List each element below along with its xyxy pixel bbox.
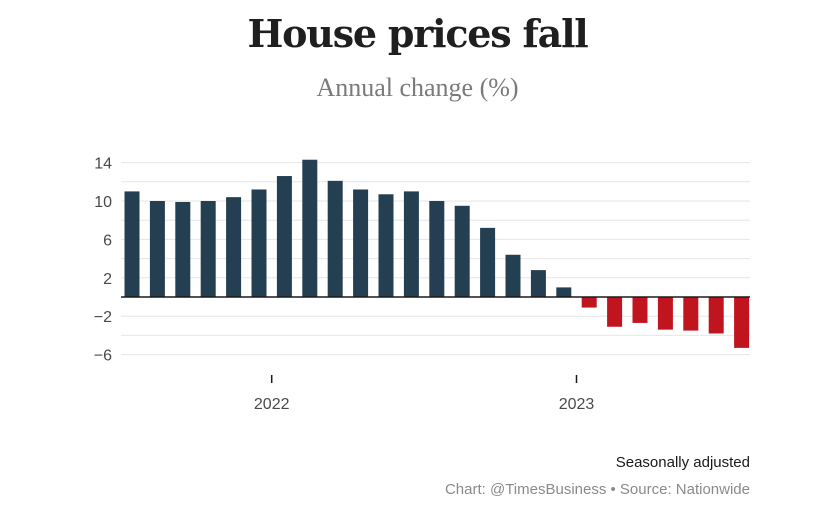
bar-negative: [734, 297, 750, 348]
bar-negative: [632, 297, 648, 323]
bar-positive: [327, 180, 343, 297]
bar-negative: [683, 297, 699, 331]
bar-positive: [353, 189, 369, 297]
y-tick-label: 6: [103, 232, 112, 249]
bar-positive: [226, 197, 242, 297]
bar-positive: [530, 270, 546, 297]
chart-subtitle: Annual change (%): [316, 73, 519, 102]
bar-negative: [657, 297, 673, 330]
bar-positive: [454, 205, 470, 297]
bar-positive: [505, 254, 521, 297]
bar-negative: [708, 297, 724, 334]
y-tick-label: 14: [94, 156, 112, 173]
bar-positive: [556, 287, 572, 297]
x-tick-label: 2023: [559, 396, 595, 413]
bar-positive: [276, 176, 292, 297]
bar-positive: [429, 201, 445, 297]
y-tick-label: −2: [94, 309, 112, 326]
bar-positive: [403, 191, 419, 297]
bar-positive: [302, 159, 318, 297]
y-tick-label: 2: [103, 271, 112, 288]
bar-chart: −6 −2 2 6 10 14 2022 2023: [94, 156, 750, 413]
source-credit: Chart: @TimesBusiness • Source: Nationwi…: [444, 481, 750, 498]
y-tick-label: 10: [94, 194, 112, 211]
x-tick-label: 2022: [254, 396, 290, 413]
bar-positive: [149, 201, 165, 297]
chart-title: House prices fall: [247, 11, 588, 56]
seasonal-note: Seasonally adjusted: [615, 454, 750, 471]
bar-positive: [200, 201, 216, 297]
y-tick-label: −6: [94, 348, 112, 365]
bar-positive: [124, 191, 140, 297]
bar-positive: [480, 227, 496, 297]
bar-negative: [607, 297, 623, 327]
bar-negative: [581, 297, 597, 308]
bar-positive: [378, 194, 394, 297]
bar-positive: [251, 189, 267, 297]
bar-positive: [175, 201, 191, 297]
